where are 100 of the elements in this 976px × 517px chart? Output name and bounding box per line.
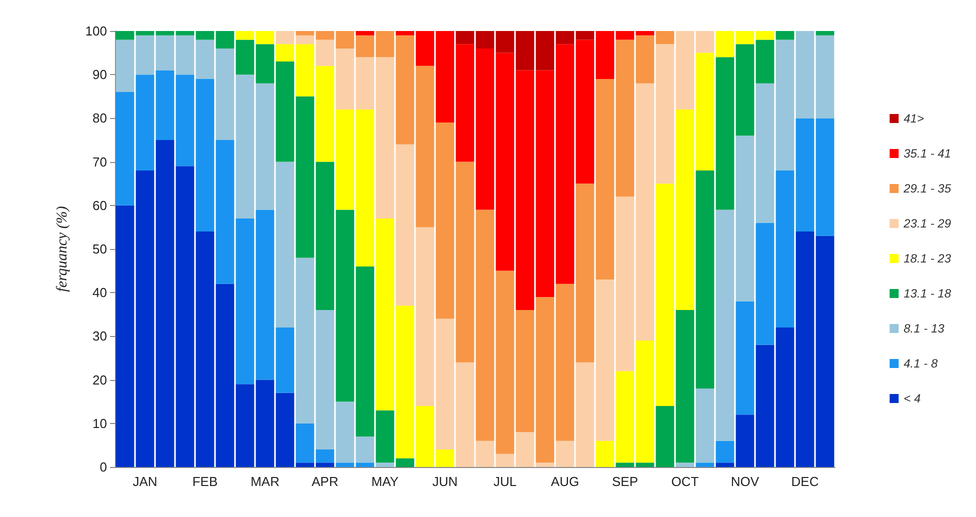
bar — [116, 92, 134, 206]
bar — [796, 118, 814, 232]
bar — [696, 31, 714, 53]
bar — [156, 140, 174, 467]
bar — [576, 31, 594, 40]
y-tick-label: 50 — [92, 242, 107, 256]
bar — [596, 31, 614, 79]
x-tick-label: NOV — [730, 474, 760, 489]
x-tick-label: AUG — [550, 474, 580, 489]
bar — [356, 31, 374, 36]
bar — [136, 74, 154, 171]
bar — [796, 232, 814, 467]
bar — [156, 35, 174, 70]
y-tick-label: 70 — [92, 154, 107, 170]
x-tick-label: JUL — [493, 474, 517, 489]
bar — [196, 232, 214, 467]
bar — [636, 31, 654, 36]
bar — [656, 184, 674, 406]
y-tick-label: 60 — [92, 198, 107, 213]
bar — [636, 340, 654, 463]
y-tick-label: 0 — [100, 460, 107, 474]
bar — [776, 40, 794, 171]
bar — [776, 327, 794, 467]
legend-label: 23.1 - 29 — [902, 216, 952, 230]
bar — [716, 440, 734, 463]
bar — [356, 436, 374, 463]
bar — [176, 35, 194, 75]
bar — [296, 96, 314, 258]
bar — [736, 136, 754, 302]
bar — [336, 48, 354, 110]
bar — [596, 440, 614, 467]
bar — [416, 227, 434, 406]
bar — [136, 31, 154, 36]
bar — [216, 31, 234, 48]
bar — [676, 31, 694, 110]
x-tick-label: JAN — [132, 474, 158, 489]
bar — [476, 440, 494, 467]
bar — [476, 31, 494, 48]
bar — [716, 462, 734, 467]
bar — [376, 410, 394, 463]
bar — [276, 31, 294, 44]
bar — [676, 109, 694, 310]
bar — [236, 74, 254, 218]
bar — [736, 44, 754, 136]
bar — [716, 31, 734, 58]
legend-label: 8.1 - 13 — [904, 322, 945, 336]
y-axis-title: ferquancy (%) — [54, 206, 70, 292]
bar — [416, 31, 434, 66]
bar — [376, 218, 394, 410]
bar — [736, 414, 754, 467]
bar — [756, 222, 774, 345]
bar — [136, 170, 154, 467]
bar — [176, 31, 194, 36]
bar — [236, 218, 254, 384]
bar — [636, 462, 654, 467]
bar — [356, 266, 374, 436]
bar — [556, 31, 574, 44]
bar — [696, 388, 714, 463]
bar — [116, 40, 134, 92]
legend-label: 18.1 - 23 — [904, 252, 952, 266]
bar — [336, 210, 354, 402]
bar — [756, 40, 774, 84]
bar — [496, 31, 514, 53]
bar — [316, 66, 334, 162]
bar — [476, 48, 494, 210]
bar — [236, 31, 254, 40]
bar — [696, 462, 714, 467]
bar — [216, 140, 234, 284]
bar — [696, 52, 714, 171]
bar — [296, 31, 314, 36]
bar — [616, 40, 634, 197]
bar — [616, 371, 634, 463]
x-tick-label: APR — [312, 474, 338, 489]
bar — [536, 462, 554, 467]
bar — [816, 31, 834, 36]
bar — [296, 462, 314, 467]
bar — [316, 462, 334, 467]
bar — [316, 40, 334, 66]
bar — [536, 296, 554, 463]
bar — [656, 44, 674, 184]
bar — [816, 118, 834, 236]
bar — [356, 462, 374, 467]
bar — [516, 70, 534, 310]
bar — [156, 31, 174, 36]
bar — [316, 31, 334, 40]
bar — [636, 83, 654, 341]
bar — [556, 44, 574, 284]
bar — [816, 236, 834, 467]
bar — [416, 406, 434, 467]
bar — [616, 196, 634, 372]
legend-label: 4.1 - 8 — [904, 356, 938, 370]
y-tick-label: 90 — [92, 67, 107, 82]
bar — [296, 258, 314, 424]
bar — [276, 62, 294, 162]
bar — [336, 109, 354, 210]
bar — [396, 306, 414, 458]
bar — [416, 66, 434, 228]
bar — [356, 57, 374, 110]
bar — [196, 31, 214, 40]
bar — [216, 48, 234, 140]
